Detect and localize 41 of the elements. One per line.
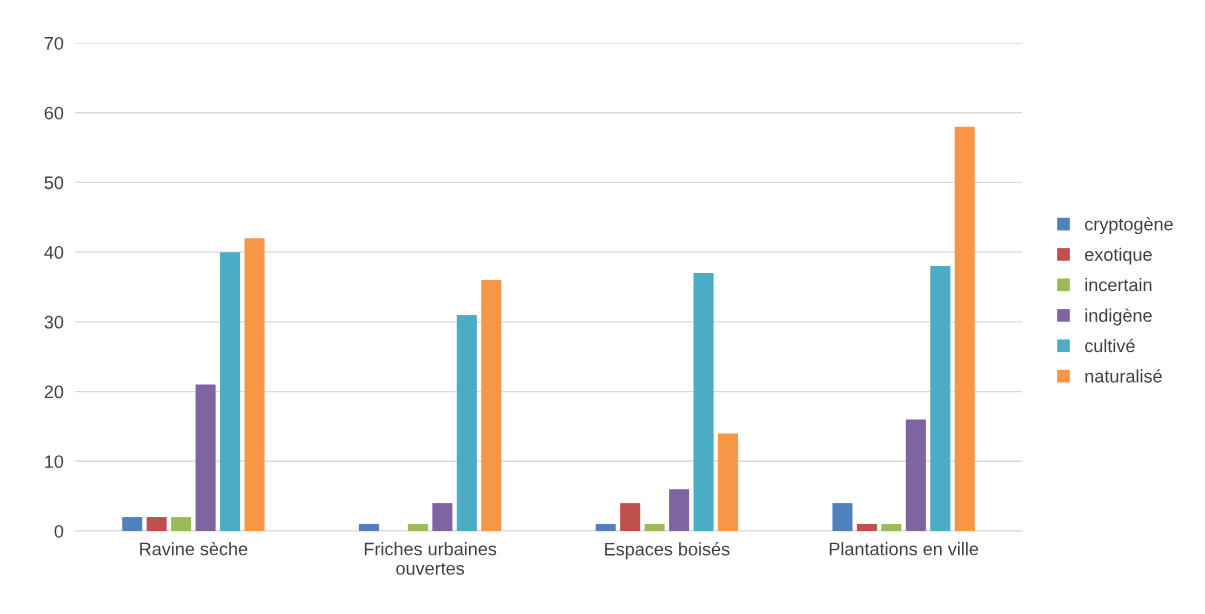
bar [146,517,167,531]
x-tick-label: Friches urbaines ouvertes [364,542,497,575]
bar [856,524,877,531]
legend-label: naturalisé [1085,369,1162,383]
bar [195,384,216,531]
bar [595,524,616,531]
bar [220,252,241,531]
y-tick-label: 10 [45,455,64,469]
bar [620,503,641,531]
y-tick-label: 70 [44,36,64,50]
bar [432,503,453,531]
bar [930,266,951,531]
bar [832,503,853,531]
y-tick-label: 20 [44,385,64,399]
legend-label: indigène [1085,308,1152,326]
bar [456,314,477,531]
y-tick-label: 40 [44,246,64,259]
y-tick-label: 30 [44,315,64,329]
bar [693,273,714,531]
bar [954,126,975,531]
bar [644,524,665,531]
bar [358,524,379,531]
bar [122,517,143,531]
bar [171,517,192,531]
bar [407,524,428,531]
bar [905,419,926,531]
legend-label: incertain [1085,278,1152,292]
bar [481,280,502,531]
bar [669,489,690,531]
bar [718,433,739,531]
y-tick-label: 0 [54,524,64,538]
x-tick-label: Plantations en ville [829,542,979,556]
bar [244,238,265,531]
x-tick-label: Espaces boisés [605,542,730,560]
y-tick-label: 50 [44,176,64,190]
legend-label: cultivé [1085,338,1135,353]
legend-label: cryptogène [1085,217,1173,235]
bar [881,524,902,531]
y-tick-label: 60 [44,106,64,120]
x-tick-label: Ravine sèche [140,541,248,556]
legend-label: exotique [1085,247,1152,265]
